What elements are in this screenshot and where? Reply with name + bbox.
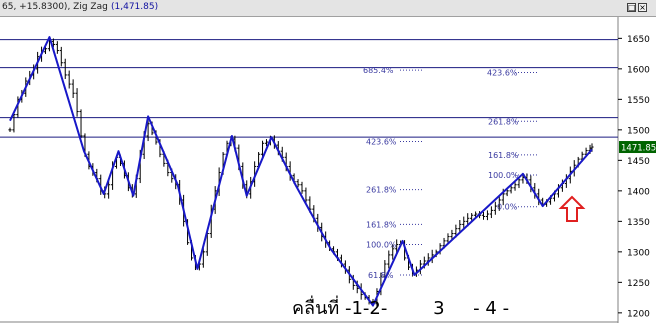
wave-labels: คลื่นที่ -1-2- 3 - 4 - <box>292 295 509 319</box>
zigzag-line <box>9 36 593 307</box>
last-price-box <box>619 141 656 154</box>
fib-label-10: 61.8% <box>368 271 394 280</box>
fib-label-0: 685.4% <box>363 66 394 75</box>
y-tick-label-0: 1200 <box>627 309 650 319</box>
fib-label-2: 423.6% <box>366 137 397 146</box>
y-tick-label-1: 1250 <box>627 279 650 289</box>
y-tick-label-4: 1400 <box>627 187 650 197</box>
fib-label-1: 423.6% <box>487 69 518 78</box>
y-tick-label-8: 1600 <box>627 65 650 75</box>
zigzag-indicator <box>9 36 593 307</box>
restore-button[interactable]: □ <box>627 3 636 12</box>
title-bar: 65, +15.8300), Zig Zag (1,471.85) □ × <box>0 0 656 17</box>
title-text: 65, +15.8300), Zig Zag <box>2 2 108 12</box>
fib-label-5: 100.0% <box>488 171 519 180</box>
up-arrow-icon <box>558 195 586 222</box>
y-tick-label-6: 1500 <box>627 126 650 136</box>
y-tick-label-9: 1650 <box>627 35 650 45</box>
fib-label-9: 100.0% <box>366 241 397 250</box>
close-button[interactable]: × <box>638 3 647 12</box>
y-tick-label-7: 1550 <box>627 96 650 106</box>
last-price-label: 1471.850 <box>621 144 656 154</box>
fib-label-4: 161.8% <box>488 151 519 160</box>
fib-label-3: 261.8% <box>488 117 519 126</box>
fib-label-7: 261.8% <box>366 186 397 195</box>
y-tick-label-3: 1350 <box>627 218 650 228</box>
fib-label-6: 0.0% <box>497 203 518 212</box>
y-tick-label-5: 1450 <box>627 157 650 167</box>
price-axis: 1200 1250 1300 1350 1400 1450 1500 1550 1600 1650 <box>618 35 650 319</box>
fib-label-8: 161.8% <box>366 220 397 229</box>
up-arrow-annotation <box>558 195 586 222</box>
horizontal-levels <box>0 39 618 138</box>
fibonacci-levels: 685.4% 423.6% 423.6% 261.8% 161.8% 100.0% 0.0%… <box>363 66 537 280</box>
y-tick-label-2: 1300 <box>627 248 650 258</box>
title-value: (1,471.85) <box>111 2 159 12</box>
last-price-marker: 1471.850 <box>619 141 656 154</box>
